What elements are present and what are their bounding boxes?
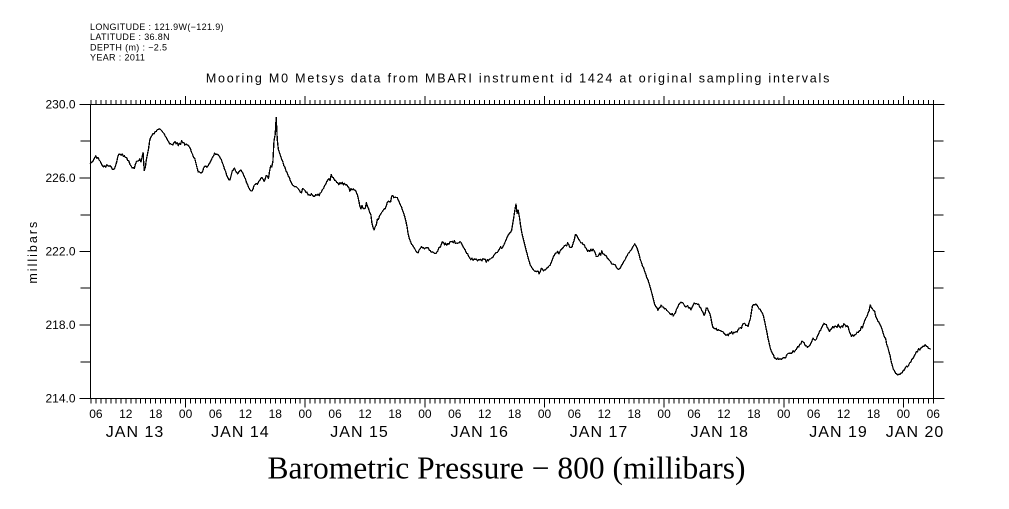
svg-text:Barometric Pressure − 800 (mil: Barometric Pressure − 800 (millibars) xyxy=(268,451,746,486)
svg-text:JAN 15: JAN 15 xyxy=(330,424,388,441)
svg-text:06: 06 xyxy=(448,407,462,421)
svg-text:06: 06 xyxy=(927,407,941,421)
svg-text:218.0: 218.0 xyxy=(45,318,75,332)
svg-text:LONGITUDE : 121.9W(−121.9): LONGITUDE : 121.9W(−121.9) xyxy=(90,22,224,32)
svg-text:06: 06 xyxy=(807,407,821,421)
svg-text:18: 18 xyxy=(388,407,402,421)
svg-text:06: 06 xyxy=(209,407,223,421)
svg-text:12: 12 xyxy=(239,407,253,421)
svg-text:DEPTH (m) : −2.5: DEPTH (m) : −2.5 xyxy=(90,42,167,52)
svg-text:18: 18 xyxy=(628,407,642,421)
svg-text:00: 00 xyxy=(777,407,791,421)
svg-text:00: 00 xyxy=(418,407,432,421)
svg-text:12: 12 xyxy=(119,407,133,421)
svg-text:00: 00 xyxy=(538,407,552,421)
svg-text:LATITUDE : 36.8N: LATITUDE : 36.8N xyxy=(90,32,170,42)
svg-text:12: 12 xyxy=(478,407,492,421)
svg-text:18: 18 xyxy=(149,407,163,421)
svg-text:millibars: millibars xyxy=(26,220,40,284)
svg-text:JAN 16: JAN 16 xyxy=(450,424,508,441)
svg-text:JAN 19: JAN 19 xyxy=(809,424,867,441)
svg-text:222.0: 222.0 xyxy=(45,245,75,259)
svg-text:214.0: 214.0 xyxy=(45,392,75,406)
svg-text:00: 00 xyxy=(299,407,313,421)
svg-text:12: 12 xyxy=(837,407,851,421)
svg-text:00: 00 xyxy=(657,407,671,421)
svg-text:Mooring M0 Metsys data from MB: Mooring M0 Metsys data from MBARI instru… xyxy=(206,72,831,86)
svg-text:JAN 17: JAN 17 xyxy=(570,424,628,441)
svg-text:18: 18 xyxy=(508,407,522,421)
svg-text:00: 00 xyxy=(179,407,193,421)
svg-text:12: 12 xyxy=(717,407,731,421)
svg-text:226.0: 226.0 xyxy=(45,171,75,185)
svg-text:12: 12 xyxy=(358,407,372,421)
svg-text:06: 06 xyxy=(89,407,103,421)
svg-text:YEAR : 2011: YEAR : 2011 xyxy=(90,53,145,63)
svg-text:230.0: 230.0 xyxy=(45,98,75,112)
svg-text:12: 12 xyxy=(598,407,612,421)
svg-text:18: 18 xyxy=(867,407,881,421)
svg-text:JAN 18: JAN 18 xyxy=(690,424,748,441)
svg-text:06: 06 xyxy=(687,407,701,421)
svg-text:18: 18 xyxy=(269,407,283,421)
svg-text:JAN 14: JAN 14 xyxy=(211,424,269,441)
svg-text:00: 00 xyxy=(897,407,911,421)
svg-text:18: 18 xyxy=(747,407,761,421)
svg-text:06: 06 xyxy=(328,407,342,421)
svg-text:06: 06 xyxy=(568,407,582,421)
svg-text:JAN 13: JAN 13 xyxy=(106,424,164,441)
svg-text:JAN 20: JAN 20 xyxy=(886,424,944,441)
